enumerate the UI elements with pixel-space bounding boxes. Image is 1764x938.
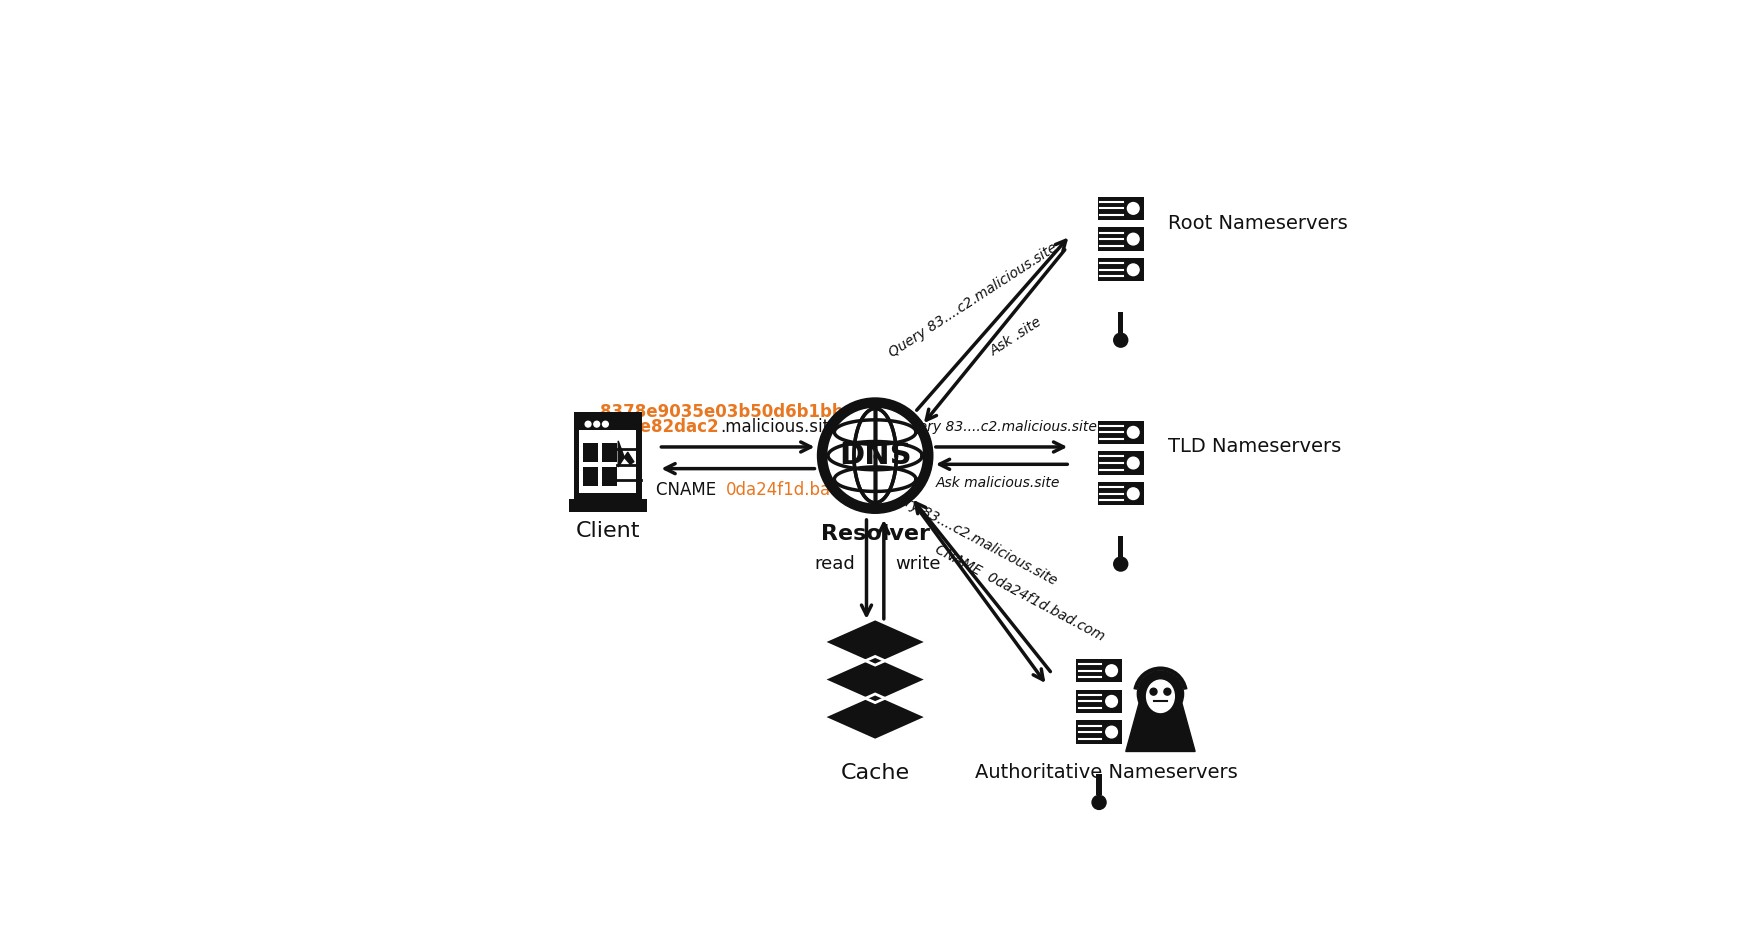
Polygon shape	[1125, 701, 1196, 751]
Polygon shape	[617, 441, 633, 467]
FancyBboxPatch shape	[1097, 258, 1143, 281]
Circle shape	[827, 409, 923, 503]
Text: 0da24f1d.bad.com: 0da24f1d.bad.com	[727, 481, 882, 499]
Circle shape	[1106, 665, 1117, 676]
Circle shape	[1127, 203, 1140, 214]
Circle shape	[1106, 726, 1117, 738]
Text: .malicious.site: .malicious.site	[720, 418, 840, 436]
FancyBboxPatch shape	[1097, 420, 1143, 444]
Text: Query 83....c2.malicious.site: Query 83....c2.malicious.site	[886, 240, 1060, 360]
FancyBboxPatch shape	[582, 443, 598, 462]
Circle shape	[594, 421, 600, 427]
Text: Authoritative Nameservers: Authoritative Nameservers	[975, 763, 1238, 781]
FancyBboxPatch shape	[579, 418, 637, 493]
Text: CNAME: CNAME	[656, 481, 727, 499]
Text: read: read	[815, 555, 856, 573]
Circle shape	[1127, 234, 1140, 245]
FancyBboxPatch shape	[1076, 689, 1122, 713]
Text: 552e82dac2: 552e82dac2	[607, 418, 720, 436]
Circle shape	[1127, 264, 1140, 276]
FancyBboxPatch shape	[1118, 312, 1124, 333]
FancyBboxPatch shape	[1076, 659, 1122, 682]
Text: Query 83....c2.malicious.site: Query 83....c2.malicious.site	[900, 419, 1097, 433]
Circle shape	[586, 421, 591, 427]
FancyBboxPatch shape	[579, 418, 637, 431]
FancyBboxPatch shape	[1095, 775, 1102, 795]
Polygon shape	[824, 619, 928, 665]
FancyBboxPatch shape	[1076, 720, 1122, 744]
Circle shape	[820, 401, 930, 510]
Circle shape	[603, 421, 609, 427]
Circle shape	[1164, 688, 1171, 695]
Text: Query 83....c2.malicious.site: Query 83....c2.malicious.site	[878, 482, 1060, 588]
Circle shape	[1113, 557, 1127, 571]
FancyBboxPatch shape	[1097, 482, 1143, 506]
Text: Resolver: Resolver	[820, 524, 930, 544]
FancyBboxPatch shape	[573, 413, 642, 499]
Text: Root Nameservers: Root Nameservers	[1168, 214, 1348, 233]
Circle shape	[1106, 695, 1117, 707]
Text: CNAME  0da24f1d.bad.com: CNAME 0da24f1d.bad.com	[933, 542, 1106, 643]
Text: Ask .site: Ask .site	[988, 314, 1044, 358]
Circle shape	[1150, 688, 1157, 695]
Polygon shape	[824, 657, 928, 703]
Circle shape	[1113, 333, 1127, 347]
FancyBboxPatch shape	[1118, 536, 1124, 557]
Text: TLD Nameservers: TLD Nameservers	[1168, 437, 1341, 457]
Ellipse shape	[1147, 680, 1175, 713]
FancyBboxPatch shape	[602, 443, 617, 462]
Polygon shape	[824, 694, 928, 740]
Text: Cache: Cache	[841, 763, 910, 782]
FancyBboxPatch shape	[1097, 197, 1143, 220]
FancyBboxPatch shape	[1097, 227, 1143, 250]
Text: Ask malicious.site: Ask malicious.site	[935, 477, 1060, 490]
Circle shape	[1127, 457, 1140, 469]
FancyBboxPatch shape	[582, 467, 598, 486]
Circle shape	[1092, 795, 1106, 809]
Circle shape	[1138, 671, 1184, 717]
Text: DNS: DNS	[840, 441, 912, 470]
FancyBboxPatch shape	[570, 499, 647, 512]
Circle shape	[1127, 488, 1140, 500]
Circle shape	[1127, 427, 1140, 438]
Text: 8378e9035e03b50d6b1bbc: 8378e9035e03b50d6b1bbc	[600, 403, 854, 421]
FancyBboxPatch shape	[1097, 451, 1143, 475]
Text: write: write	[896, 555, 940, 573]
FancyBboxPatch shape	[602, 467, 617, 486]
Text: Client: Client	[575, 521, 640, 540]
